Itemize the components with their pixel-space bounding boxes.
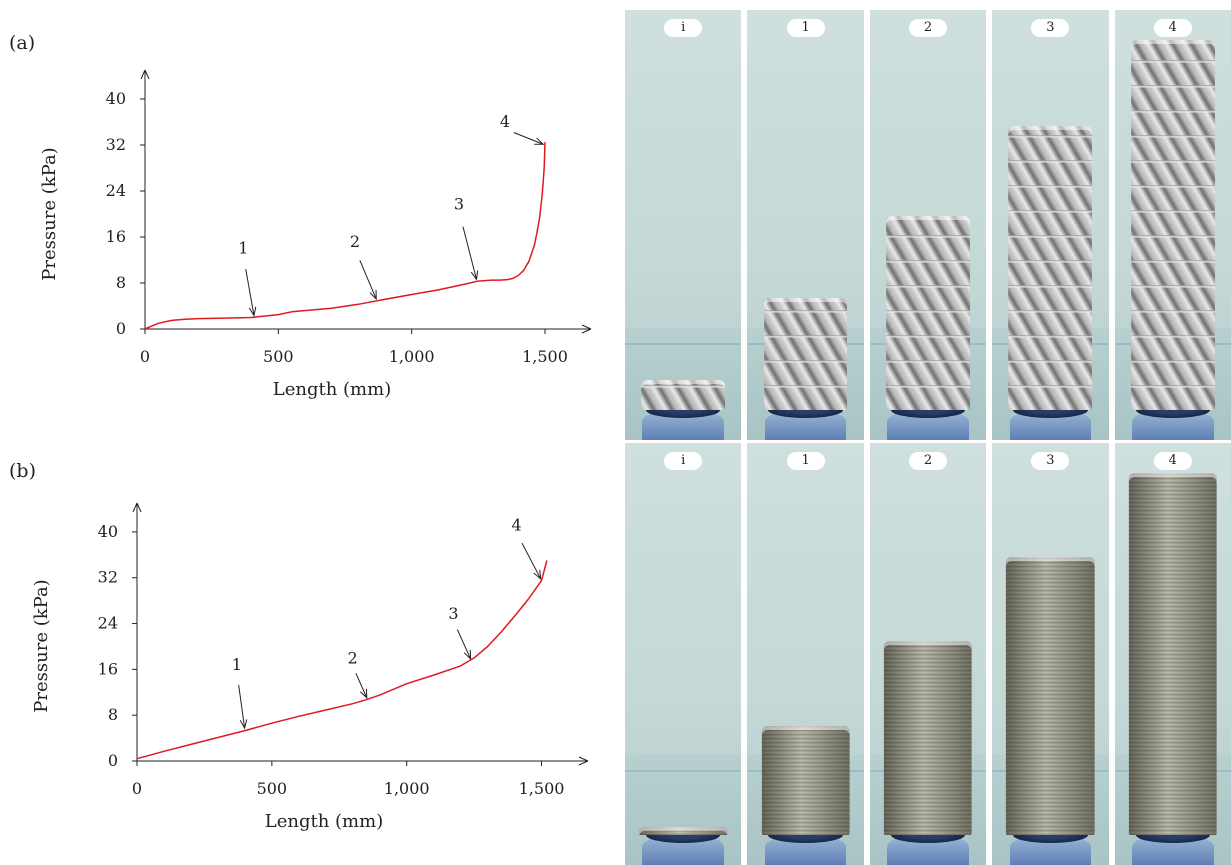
row-b-photo-4: 3 bbox=[992, 443, 1109, 865]
chart-b-x-tick-label: 500 bbox=[257, 779, 288, 798]
chart-a-x-tick-label: 0 bbox=[140, 347, 150, 366]
chart-b-annotation-arrowhead bbox=[533, 569, 542, 581]
chart-b-annotation-label: 3 bbox=[448, 604, 458, 623]
chart-b-annotation-label: 4 bbox=[511, 516, 521, 535]
chart-a-y-axis-title: Pressure (kPa) bbox=[39, 147, 60, 280]
chart-a-x-tick-label: 1,000 bbox=[389, 347, 435, 366]
chart-b-annotation-arrow bbox=[238, 684, 246, 729]
chart-a-x-axis-title: Length (mm) bbox=[273, 379, 391, 400]
actuator-body bbox=[1128, 472, 1218, 835]
photo-tag: i bbox=[664, 19, 703, 37]
chart-b-annotation-arrowhead bbox=[463, 649, 472, 661]
chart-b-annotation-label: 1 bbox=[232, 655, 242, 674]
chart-a-annotation-arrowhead bbox=[470, 270, 479, 281]
chart-b-y-axis-arrow bbox=[132, 502, 142, 513]
chart-b-x-tick-label: 1,000 bbox=[384, 779, 430, 798]
photo-tag: 2 bbox=[908, 19, 947, 37]
row-a-photo-1: i bbox=[625, 10, 742, 440]
actuator-body bbox=[1130, 40, 1215, 410]
wall-rail bbox=[625, 343, 742, 346]
chart-a-annotation-arrow bbox=[513, 132, 544, 145]
photo-tag: 3 bbox=[1031, 19, 1070, 37]
actuator-body bbox=[1006, 556, 1095, 835]
row-b-photo-2: 1 bbox=[747, 443, 864, 865]
chart-a-annotation-label: 1 bbox=[238, 239, 248, 258]
chart-b-y-tick-label: 8 bbox=[108, 705, 118, 724]
row-b-photo-3: 2 bbox=[869, 443, 987, 865]
chart-b-y-tick-label: 24 bbox=[98, 614, 118, 633]
chart-b-x-axis-arrow bbox=[578, 756, 589, 766]
photo-row-a: i 1 2 3 4 bbox=[625, 10, 1231, 440]
chart-a-y-tick-label: 8 bbox=[116, 273, 126, 292]
chart-b-annotation-label: 2 bbox=[347, 649, 357, 668]
chart-a-y-tick-label: 16 bbox=[106, 227, 126, 246]
chart-b-annotation-arrow bbox=[521, 542, 542, 580]
chart-b-y-tick-label: 16 bbox=[98, 659, 118, 678]
actuator-body bbox=[761, 725, 850, 835]
actuator-body bbox=[886, 216, 970, 410]
chart-b-x-tick-label: 1,500 bbox=[519, 779, 565, 798]
chart-a-y-tick-label: 0 bbox=[116, 319, 126, 338]
chart-b-annotation-arrow bbox=[355, 672, 368, 699]
row-b-photo-5: 4 bbox=[1114, 443, 1231, 865]
chart-a-annotation-arrow bbox=[359, 260, 377, 300]
chart-a-annotation-arrowhead bbox=[248, 306, 257, 317]
photo-tag: 1 bbox=[786, 19, 825, 37]
actuator-body bbox=[763, 298, 848, 410]
chart-a-series-line bbox=[144, 142, 546, 330]
chart-a-annotation-label: 4 bbox=[500, 112, 510, 131]
panel-label-a: (a) bbox=[9, 32, 36, 54]
chart-a-annotation-arrow bbox=[245, 269, 255, 316]
actuator-body bbox=[1008, 126, 1093, 410]
chart-b-y-axis-title: Pressure (kPa) bbox=[31, 579, 52, 712]
chart-a-annotation-arrowhead bbox=[534, 137, 545, 145]
row-a-photo-4: 3 bbox=[992, 10, 1109, 440]
chart-a-annotation-arrow bbox=[462, 226, 477, 280]
chart-b-annotation-arrow bbox=[456, 629, 472, 660]
photo-tag: 2 bbox=[908, 452, 947, 470]
row-a-photo-2: 1 bbox=[747, 10, 864, 440]
chart-a-annotation-arrowhead bbox=[369, 289, 377, 301]
photo-tag: 1 bbox=[786, 452, 825, 470]
chart-b-y-tick-label: 40 bbox=[98, 522, 118, 541]
chart-b-x-axis-title: Length (mm) bbox=[265, 811, 383, 832]
wall-rail bbox=[625, 770, 742, 773]
actuator-body bbox=[638, 827, 728, 835]
chart-a-y-tick-label: 32 bbox=[106, 135, 126, 154]
row-a-photo-5: 4 bbox=[1114, 10, 1231, 440]
chart-a-x-axis-arrow bbox=[581, 324, 592, 334]
actuator-body bbox=[883, 641, 973, 835]
chart-b-series-line bbox=[136, 560, 548, 760]
photo-row-b: i 1 2 3 4 bbox=[625, 443, 1231, 865]
chart-a-y-axis-arrow bbox=[140, 69, 150, 80]
chart-b-y-tick-label: 0 bbox=[108, 751, 118, 770]
chart-a-y-tick-label: 40 bbox=[106, 89, 126, 108]
chart-b-annotation-arrowhead bbox=[239, 719, 248, 730]
panel-label-b: (b) bbox=[9, 460, 36, 482]
chart-a-annotation-label: 3 bbox=[454, 194, 464, 213]
chart-a-y-tick-label: 24 bbox=[106, 181, 126, 200]
row-a-photo-3: 2 bbox=[869, 10, 987, 440]
row-b-photo-1: i bbox=[625, 443, 742, 865]
chart-a-x-tick-label: 1,500 bbox=[522, 347, 568, 366]
photo-tag: 4 bbox=[1153, 452, 1192, 470]
actuator-body bbox=[641, 379, 726, 410]
photo-tag: i bbox=[664, 452, 703, 470]
chart-a-annotation-label: 2 bbox=[350, 232, 360, 251]
chart-b-annotation-arrowhead bbox=[360, 688, 368, 700]
chart-b-y-tick-label: 32 bbox=[98, 568, 118, 587]
photo-tag: 4 bbox=[1153, 19, 1192, 37]
photo-tag: 3 bbox=[1031, 452, 1070, 470]
chart-b-x-tick-label: 0 bbox=[132, 779, 142, 798]
chart-a-x-tick-label: 500 bbox=[263, 347, 294, 366]
